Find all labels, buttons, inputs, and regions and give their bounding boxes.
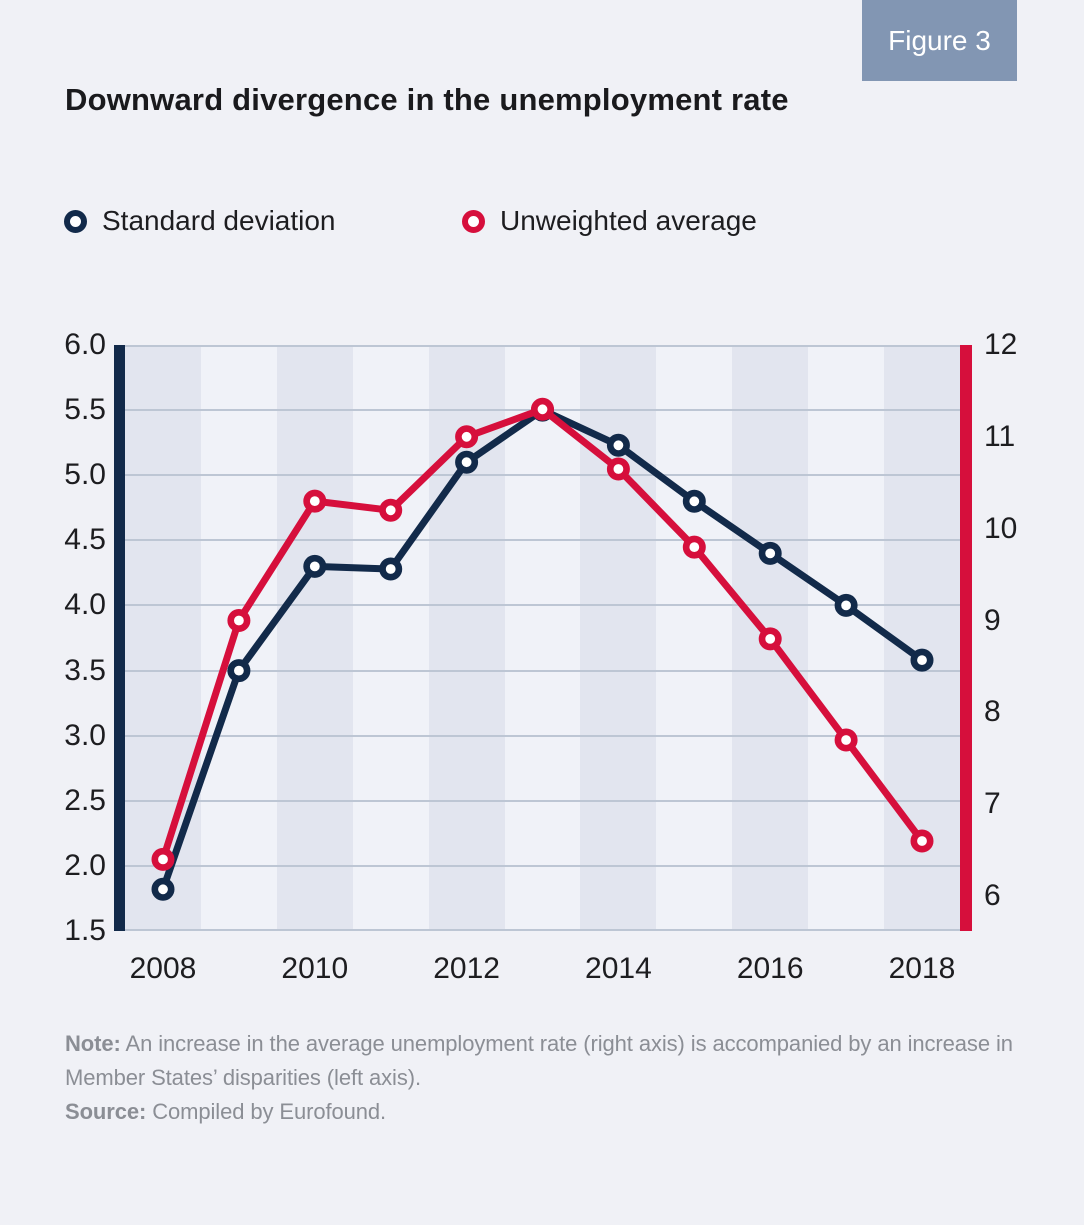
plot-area <box>125 345 960 931</box>
right-axis-tick-label: 9 <box>984 604 1001 637</box>
right-axis-tick-label: 6 <box>984 879 1001 912</box>
marker-unweighted-average <box>682 535 706 559</box>
right-axis-tick-label: 10 <box>984 512 1018 545</box>
marker-standard-deviation <box>682 489 706 513</box>
marker-standard-deviation <box>303 554 327 578</box>
gridline <box>125 474 960 476</box>
plot-band <box>276 345 353 931</box>
left-axis-tick-label: 4.5 <box>64 523 106 556</box>
note-line: Note: An increase in the average unemplo… <box>65 1027 1069 1095</box>
plot-band <box>504 345 581 931</box>
gridline <box>125 539 960 541</box>
right-axis-tick-label: 12 <box>984 328 1018 361</box>
gridline <box>125 800 960 802</box>
marker-unweighted-average <box>910 829 934 853</box>
left-axis-tick-label: 6.0 <box>64 328 106 361</box>
note-label: Note: <box>65 1031 121 1056</box>
marker-standard-deviation <box>227 659 251 683</box>
plot-band <box>808 345 885 931</box>
gridline <box>125 345 960 347</box>
marker-unweighted-average <box>834 728 858 752</box>
left-axis-tick-label: 4.0 <box>64 588 106 621</box>
note-block: Note: An increase in the average unemplo… <box>65 1027 1069 1129</box>
marker-unweighted-average <box>303 489 327 513</box>
x-axis-tick-label: 2012 <box>433 952 500 985</box>
legend-item-standard-deviation: Standard deviation <box>64 205 336 236</box>
right-axis-tick-label: 8 <box>984 695 1001 728</box>
right-axis-tick-label: 7 <box>984 787 1001 820</box>
marker-standard-deviation <box>910 648 934 672</box>
x-axis-tick-label: 2018 <box>888 952 956 985</box>
x-axis-tick-label: 2014 <box>585 952 652 985</box>
x-axis-tick-label: 2010 <box>281 952 349 985</box>
source-text: Compiled by Eurofound. <box>152 1099 387 1124</box>
marker-unweighted-average <box>758 627 782 651</box>
legend-item-unweighted-average: Unweighted average <box>462 205 757 236</box>
series-svg <box>151 397 934 901</box>
gridline <box>125 735 960 737</box>
left-axis-tick-label: 3.5 <box>64 654 106 687</box>
unweighted-average-ring-icon <box>462 209 485 233</box>
series-line-unweighted-average <box>159 405 926 863</box>
plot-band <box>125 345 201 931</box>
gridline <box>125 929 960 931</box>
marker-standard-deviation <box>455 450 479 474</box>
plot-band <box>656 345 733 931</box>
marker-unweighted-average <box>530 397 554 421</box>
gridline <box>125 865 960 867</box>
marker-standard-deviation <box>379 557 403 581</box>
left-axis-bar <box>114 345 125 931</box>
note-text: An increase in the average unemployment … <box>65 1031 1013 1090</box>
marker-standard-deviation <box>606 433 630 457</box>
marker-unweighted-average <box>379 498 403 522</box>
marker-unweighted-average <box>455 425 479 449</box>
gridline <box>125 670 960 672</box>
gridline <box>125 604 960 606</box>
source-line: Source: Compiled by Eurofound. <box>65 1095 1069 1129</box>
left-axis-tick-label: 1.5 <box>64 914 106 947</box>
left-axis-tick-label: 5.5 <box>64 393 106 426</box>
x-axis-tick-label: 2016 <box>736 952 804 985</box>
marker-unweighted-average <box>606 457 630 481</box>
plot-band <box>352 345 429 931</box>
right-axis-bar <box>960 345 972 931</box>
figure-badge: Figure 3 <box>862 0 1017 81</box>
marker-unweighted-average <box>227 608 251 632</box>
marker-standard-deviation <box>151 877 175 901</box>
standard-deviation-ring-icon <box>64 209 87 233</box>
left-axis-tick-label: 2.0 <box>64 849 106 882</box>
right-axis-tick-label: 11 <box>984 420 1016 453</box>
source-label: Source: <box>65 1099 147 1124</box>
marker-standard-deviation <box>758 541 782 565</box>
x-axis-tick-label: 2008 <box>129 952 197 985</box>
marker-unweighted-average <box>151 847 175 871</box>
legend-label-standard-deviation: Standard deviation <box>102 205 336 236</box>
left-axis-tick-label: 3.0 <box>64 719 106 752</box>
marker-standard-deviation <box>834 593 858 617</box>
legend-label-unweighted-average: Unweighted average <box>500 205 757 236</box>
left-axis-tick-label: 5.0 <box>64 458 106 491</box>
series-line-standard-deviation <box>159 406 926 893</box>
page-title: Downward divergence in the unemployment … <box>65 82 789 117</box>
left-axis-tick-label: 2.5 <box>64 784 106 817</box>
